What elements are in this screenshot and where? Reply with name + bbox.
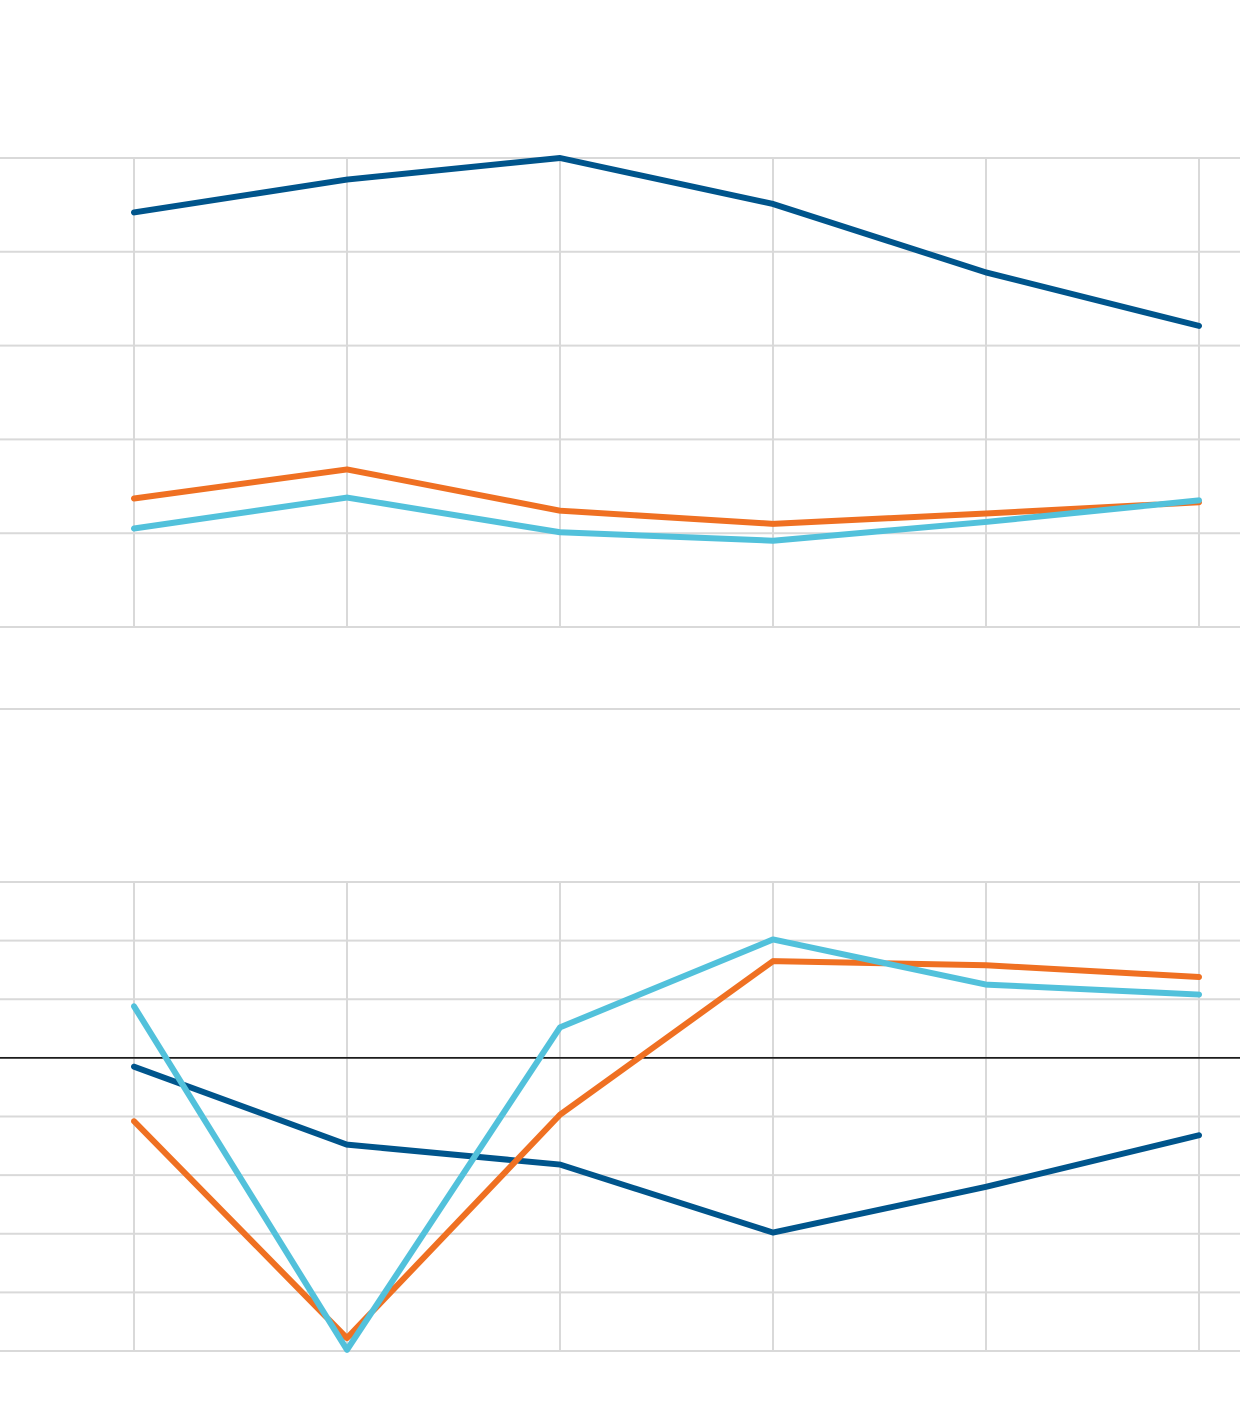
bottom-line-chart	[0, 881, 1240, 1353]
series-line-2	[131, 466, 1202, 527]
top-line-chart	[0, 155, 1240, 628]
series-line-3	[131, 494, 1202, 544]
series-line-1	[131, 1063, 1202, 1236]
series-line-1	[131, 155, 1202, 329]
series-line-3	[131, 936, 1202, 1353]
series-line-2	[131, 958, 1202, 1342]
